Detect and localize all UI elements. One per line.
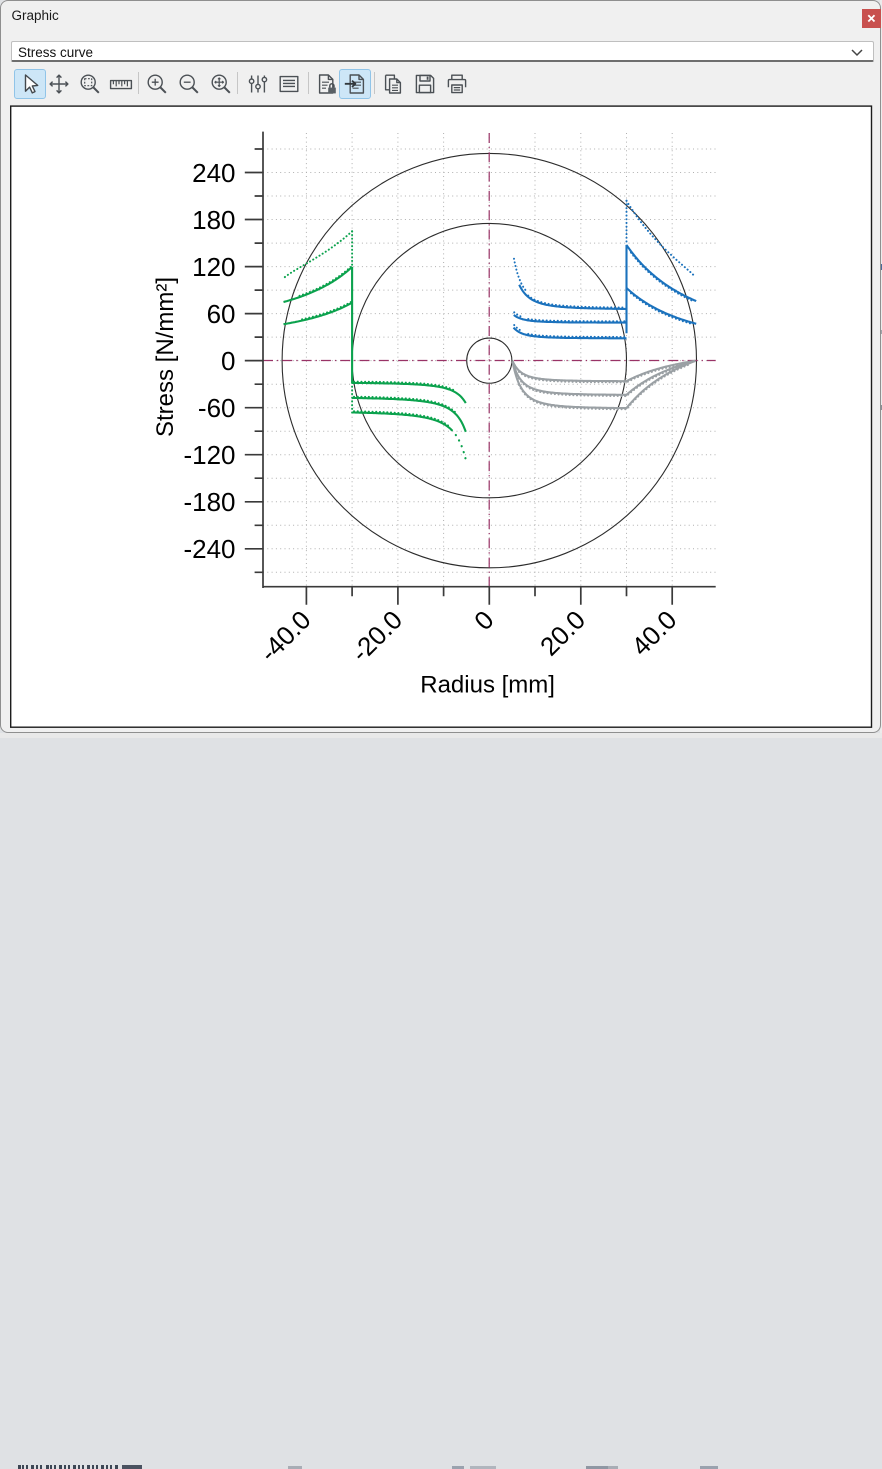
svg-text:Radius [mm]: Radius [mm] [420, 671, 555, 698]
svg-text:-120: -120 [183, 440, 235, 470]
svg-text:60: 60 [207, 299, 236, 329]
svg-text:180: 180 [192, 205, 235, 235]
svg-text:240: 240 [192, 158, 235, 188]
svg-text:0: 0 [221, 346, 235, 376]
svg-text:-240: -240 [183, 534, 235, 564]
svg-text:Stress [N/mm²]: Stress [N/mm²] [152, 277, 179, 437]
svg-text:-60: -60 [198, 393, 236, 423]
svg-text:120: 120 [192, 252, 235, 282]
svg-text:-180: -180 [183, 487, 235, 517]
